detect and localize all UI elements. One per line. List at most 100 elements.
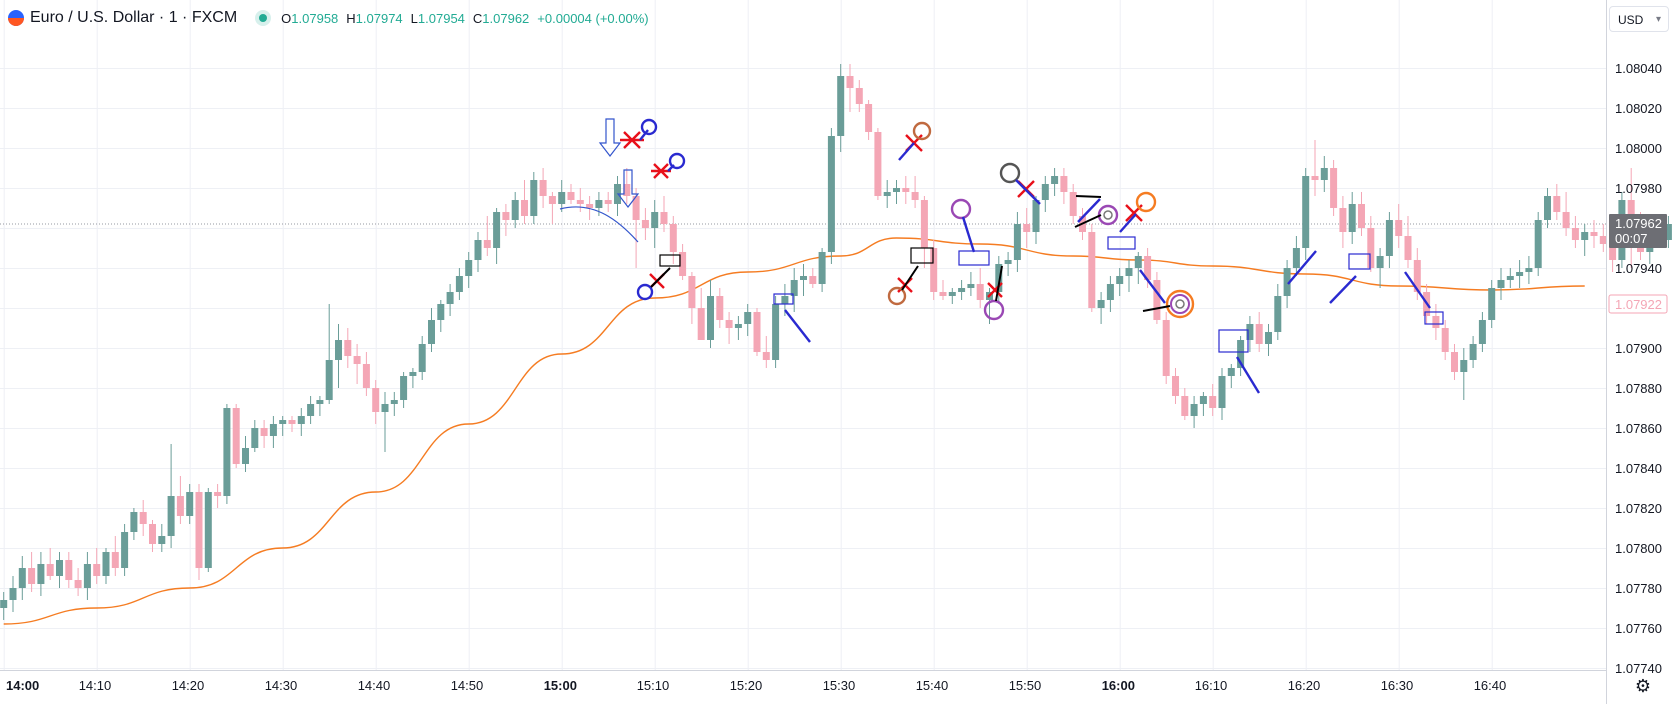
- candle: [576, 188, 584, 212]
- candle: [195, 484, 203, 580]
- candle: [1339, 196, 1347, 248]
- candle-body: [893, 188, 900, 192]
- circle-marker: [668, 152, 686, 170]
- candle: [1013, 212, 1021, 272]
- candle: [716, 288, 724, 328]
- candle: [1302, 168, 1310, 260]
- trend-line: [1142, 305, 1171, 312]
- ohlc-value: 1.07954: [417, 10, 465, 26]
- candle-body: [1218, 376, 1226, 408]
- candle: [1060, 168, 1068, 204]
- candle: [930, 240, 938, 300]
- settings-gear-icon[interactable]: ⚙: [1634, 676, 1652, 696]
- candle-body: [139, 512, 147, 524]
- candle-body: [1544, 196, 1551, 220]
- candle-body: [558, 192, 566, 204]
- box-annotation: [1348, 253, 1371, 270]
- symbol-title[interactable]: Euro / U.S. Dollar · 1 · FXCM: [30, 9, 238, 26]
- time-tick-label: 14:10: [79, 678, 112, 693]
- trend-line: [667, 164, 675, 172]
- candle: [474, 232, 482, 272]
- candle: [56, 552, 63, 588]
- candle-body: [390, 400, 398, 404]
- candle-body: [1609, 244, 1617, 260]
- candle-body: [1330, 168, 1338, 208]
- ohlc-key: H: [346, 10, 356, 26]
- candle-body: [1088, 232, 1096, 308]
- candle-body: [1311, 176, 1319, 180]
- time-axis[interactable]: 14:00 14:10 14:20 14:30 14:40 14:50 15:00 15:10…: [6, 678, 1506, 693]
- candle-body: [260, 428, 268, 436]
- candle: [204, 488, 212, 572]
- candle: [130, 508, 138, 540]
- ohlc-value: 1.07958: [291, 10, 339, 26]
- candle-body: [74, 580, 82, 588]
- candle: [111, 536, 119, 576]
- candle-body: [418, 344, 426, 372]
- candle-body: [362, 364, 370, 388]
- time-tick-label: 15:00: [544, 678, 577, 693]
- candle: [604, 192, 612, 212]
- candle-body: [530, 180, 538, 216]
- candle-body: [1432, 316, 1440, 328]
- candle-body: [1292, 248, 1300, 268]
- candle-body: [1441, 328, 1449, 352]
- candle-body: [1060, 176, 1068, 192]
- candle: [1553, 184, 1561, 220]
- candle-body: [1181, 396, 1189, 416]
- candle-body: [1506, 276, 1514, 280]
- candle-body: [1255, 324, 1263, 344]
- candle-body: [1348, 204, 1356, 232]
- candle: [139, 500, 147, 536]
- candle: [800, 264, 807, 296]
- market-status-icon[interactable]: [259, 14, 268, 22]
- candle: [762, 336, 770, 368]
- price-tick-label: 1.07940: [1615, 261, 1662, 276]
- candle-body: [939, 292, 947, 296]
- ohlc-key: L: [410, 10, 418, 26]
- candle-body: [1590, 232, 1598, 236]
- candle-body: [1339, 208, 1347, 232]
- candle: [688, 272, 696, 324]
- candle-body: [976, 284, 984, 300]
- candle-body: [381, 404, 389, 412]
- candle: [325, 304, 333, 404]
- candle: [149, 520, 156, 552]
- candle: [316, 396, 324, 416]
- candle-body: [734, 324, 742, 328]
- candle-body: [158, 536, 166, 544]
- candle-body: [1581, 232, 1589, 240]
- candle-body: [1571, 228, 1579, 240]
- candle-body: [1553, 196, 1561, 212]
- ohlc-close: C1.07962: [473, 11, 529, 26]
- candle-body: [1413, 260, 1421, 292]
- currency-dropdown[interactable]: USD ▾: [1609, 6, 1669, 32]
- circle-marker: [636, 283, 654, 301]
- candle: [1544, 188, 1551, 228]
- candle-body: [883, 192, 891, 196]
- time-tick-label: 16:40: [1474, 678, 1507, 693]
- candle: [1562, 192, 1570, 236]
- box-annotation: [1107, 236, 1136, 250]
- candle-body: [102, 552, 110, 576]
- candle-body: [1562, 212, 1570, 228]
- candle-body: [967, 284, 975, 288]
- candle-body: [279, 420, 287, 424]
- box-annotation: [1424, 311, 1444, 325]
- candle-body: [465, 260, 473, 276]
- chart-header: Euro / U.S. Dollar · 1 · FXCM O1.07958 H…: [8, 8, 657, 28]
- candle: [1311, 140, 1319, 196]
- trend-line: [1404, 271, 1431, 309]
- candle-body: [1134, 256, 1142, 268]
- candle: [1246, 316, 1254, 352]
- cross-marker: [651, 163, 671, 179]
- price-tick-label: 1.07860: [1615, 421, 1662, 436]
- candle-body: [214, 492, 222, 496]
- candle-body: [1125, 268, 1133, 276]
- candle-body: [195, 492, 203, 568]
- candle-body: [576, 200, 584, 204]
- candle: [558, 180, 566, 212]
- candle-body: [251, 428, 259, 448]
- price-axis[interactable]: 1.080401.080201.080001.079801.079601.079…: [1615, 61, 1662, 676]
